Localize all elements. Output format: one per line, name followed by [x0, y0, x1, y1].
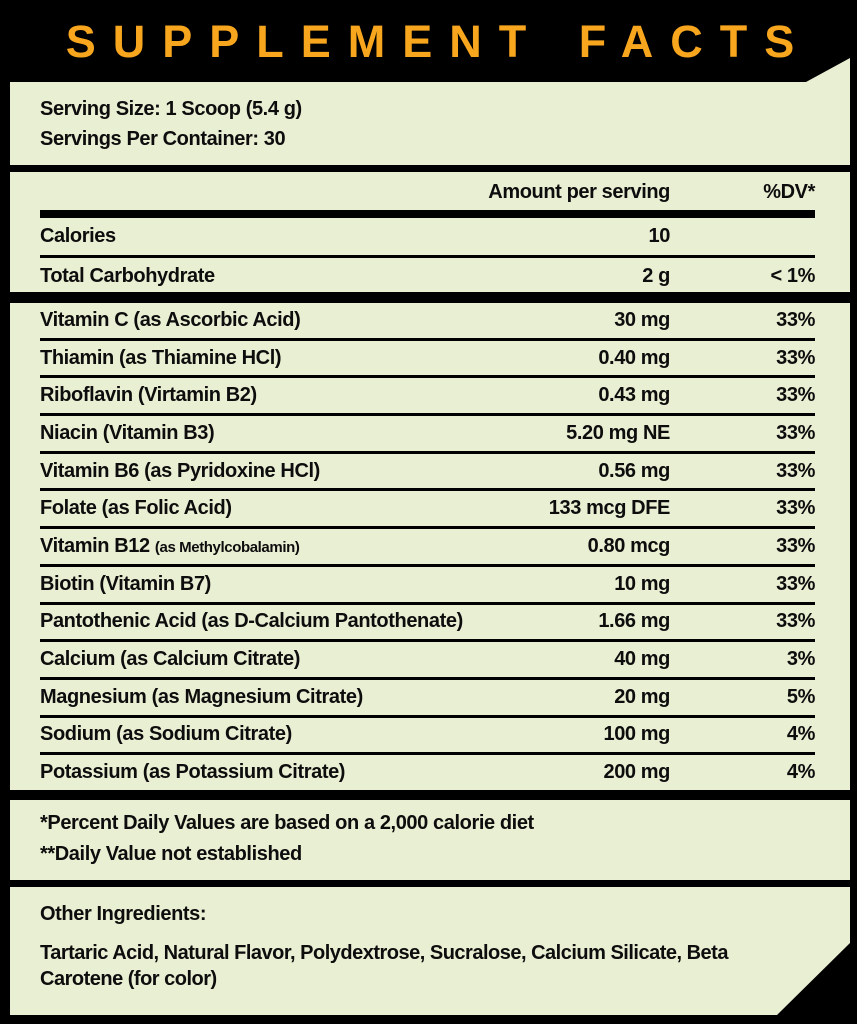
table-row: Vitamin C (as Ascorbic Acid) 30 mg 33% [40, 303, 815, 338]
nutrient-amount: 200 mg [603, 761, 670, 784]
nutrient-name: Calories [40, 225, 116, 247]
nutrient-amount: 133 mcg DFE [548, 497, 671, 520]
nutrient-name: Pantothenic Acid (as D-Calcium Pantothen… [40, 610, 463, 633]
nutrient-dv: 33% [776, 346, 815, 369]
nutrient-dv: 33% [776, 572, 815, 595]
serving-panel: Serving Size: 1 Scoop (5.4 g) Servings P… [10, 58, 850, 165]
nutrient-name: Biotin (Vitamin B7) [40, 572, 211, 595]
nutrient-amount: 0.56 mg [598, 459, 670, 482]
table-row: Vitamin B12 (as Methylcobalamin) 0.80 mcg… [40, 526, 815, 564]
servings-per-container: Servings Per Container: 30 [40, 128, 286, 150]
table-row: Vitamin B6 (as Pyridoxine HCl) 0.56 mg 33% [40, 450, 815, 489]
nutrient-dv: 3% [786, 648, 816, 671]
nutrient-amount: 0.43 mg [598, 384, 670, 407]
table-row: Sodium (as Sodium Citrate) 100 mg 4% [40, 714, 816, 753]
other-ingredients-heading: Other Ingredients: [40, 903, 207, 925]
table-row: Riboflavin (Virtamin B2) 0.43 mg 33% [40, 375, 815, 413]
table-row: Biotin (Vitamin B7) 10 mg 33% [40, 563, 815, 602]
nutrient-name: Riboflavin (Virtamin B2) [40, 384, 257, 407]
nutrient-dv: 33% [776, 497, 815, 520]
nutrient-name: Folate (as Folic Acid) [40, 497, 232, 520]
nutrient-dv: 33% [776, 610, 815, 633]
nutrient-name: Vitamin B6 (as Pyridoxine HCl) [40, 459, 320, 482]
nutrient-amount: 2 g [642, 265, 670, 287]
nutrient-name: Magnesium (as Magnesium Citrate) [40, 685, 363, 708]
nutrient-amount: 1.66 mg [598, 610, 670, 633]
nutrient-name: Vitamin C (as Ascorbic Acid) [40, 308, 301, 331]
table-row: Potassium (as Potassium Citrate) 200 mg 4% [40, 752, 815, 790]
nutrient-dv: 33% [776, 308, 815, 331]
nutrient-name-small: (as Methylcobalamin) [154, 538, 300, 556]
nutrient-dv: 5% [786, 685, 816, 708]
nutrient-amount: 20 mg [614, 685, 670, 708]
nutrient-dv: 33% [776, 534, 815, 557]
nutrient-amount: 40 mg [614, 648, 670, 671]
table-row: Calories 10 [40, 218, 815, 255]
other-ingredients-text: Tartaric Acid, Natural Flavor, Polydextr… [40, 942, 728, 990]
nutrient-amount: 100 mg [603, 723, 670, 746]
label-title: SUPPLEMENT FACTS [65, 15, 812, 67]
nutrient-dv: 33% [776, 459, 815, 482]
nutrient-amount: 10 [648, 225, 671, 247]
nutrient-name: Potassium (as Potassium Citrate) [40, 761, 346, 784]
nutrient-name: Total Carbohydrate [40, 265, 215, 287]
nutrient-amount: 10 mg [614, 572, 670, 595]
nutrient-amount: 5.20 mg NE [566, 421, 670, 444]
table-row: Calcium (as Calcium Citrate) 40 mg 3% [40, 639, 815, 677]
nutrient-amount: 0.40 mg [598, 346, 670, 369]
table-row: Total Carbohydrate 2 g < 1% [40, 255, 815, 295]
nutrient-name: Sodium (as Sodium Citrate) [40, 723, 292, 746]
nutrient-dv: 33% [776, 384, 815, 407]
nutrient-dv: < 1% [770, 265, 815, 287]
serving-size: Serving Size: 1 Scoop (5.4 g) [40, 98, 302, 120]
table-row: Folate (as Folic Acid) 133 mcg DFE 33% [40, 488, 815, 526]
macro-panel: Amount per serving %DV* Calories 10 Total … [10, 172, 850, 292]
nutrient-name: Thiamin (as Thiamine HCl) [40, 346, 282, 369]
footnotes-panel: *Percent Daily Values are based on a 2,0… [10, 800, 850, 880]
table-row: Pantothenic Acid (as D-Calcium Pantothen… [40, 601, 815, 640]
nutrient-dv: 4% [786, 723, 816, 746]
column-header-dv: %DV* [763, 180, 815, 203]
table-row: Magnesium (as Magnesium Citrate) 20 mg 5% [40, 676, 816, 715]
nutrient-dv: 4% [786, 761, 816, 784]
nutrient-name: Vitamin B12 (as Methylcobalamin) [40, 534, 300, 557]
thick-divider [40, 210, 815, 218]
nutrient-name: Calcium (as Calcium Citrate) [40, 648, 300, 671]
nutrient-name: Niacin (Vitamin B3) [40, 421, 215, 444]
nutrient-rows: Vitamin C (as Ascorbic Acid) 30 mg 33% Thia… [40, 303, 815, 790]
table-row: Thiamin (as Thiamine HCl) 0.40 mg 33% [40, 337, 815, 376]
macro-rows: Calories 10 Total Carbohydrate 2 g < 1% [40, 218, 815, 295]
nutrient-amount: 0.80 mcg [587, 534, 671, 557]
label-stack: SUPPLEMENT FACTS Serving Size: 1 Scoop (… [10, 0, 850, 1015]
table-header-row: Amount per serving %DV* [40, 178, 815, 206]
table-row: Niacin (Vitamin B3) 5.20 mg NE 33% [40, 413, 815, 451]
other-ingredients-panel: Other Ingredients: Tartaric Acid, Natura… [10, 887, 850, 1015]
column-header-amount: Amount per serving [488, 180, 670, 203]
daily-value-not-established-note: **Daily Value not established [40, 843, 302, 865]
daily-value-note: *Percent Daily Values are based on a 2,0… [40, 812, 534, 834]
nutrient-dv: 33% [776, 421, 815, 444]
nutrient-amount: 30 mg [614, 308, 670, 331]
nutrient-panel: Vitamin C (as Ascorbic Acid) 30 mg 33% Thia… [10, 303, 850, 790]
label-header: SUPPLEMENT FACTS [10, 0, 850, 82]
